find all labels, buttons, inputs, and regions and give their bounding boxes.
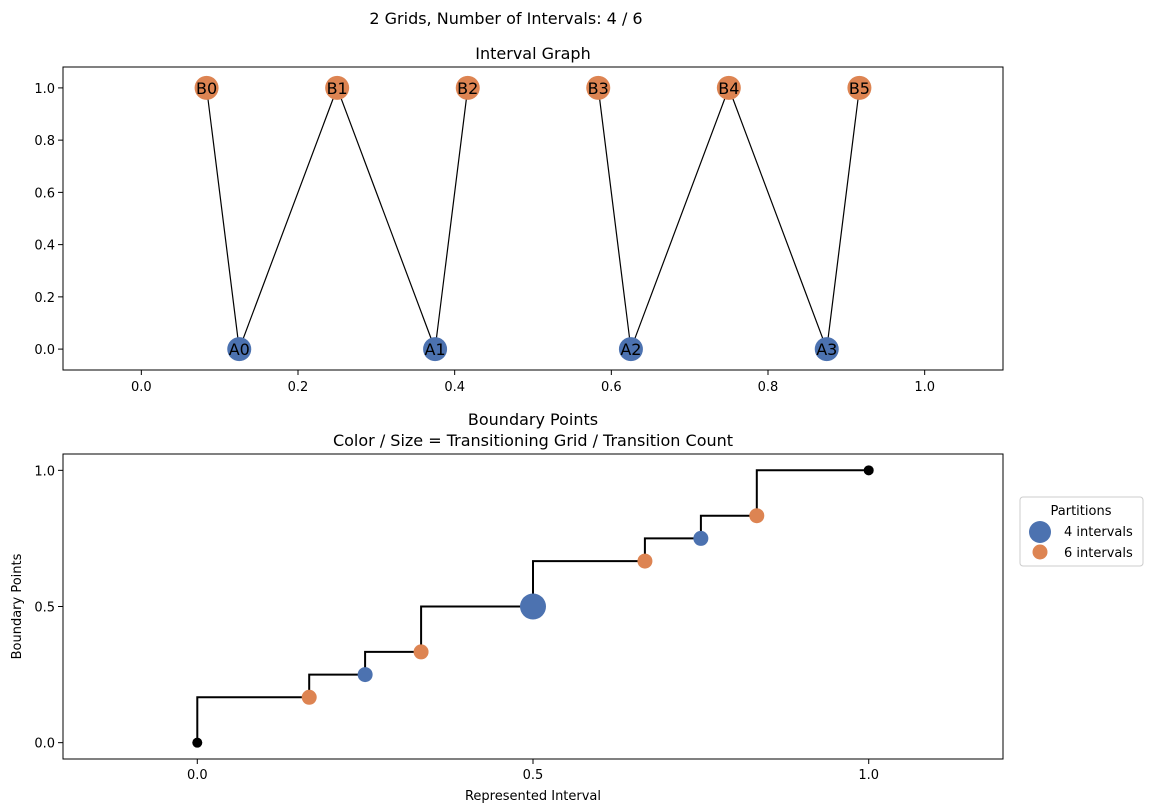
x-tick-label: 1.0	[858, 768, 879, 783]
graph-edge-A3-B5	[826, 87, 861, 350]
figure-suptitle: 2 Grids, Number of Intervals: 4 / 6	[369, 9, 642, 28]
y-tick-label: 0.6	[34, 186, 55, 201]
graph-node-A1	[423, 337, 448, 362]
boundary-point	[693, 530, 709, 546]
graph-node-label-B0: B0	[196, 79, 217, 98]
graph-node-label-A2: A2	[620, 340, 641, 359]
interval-graph-title: Interval Graph	[475, 44, 590, 63]
y-axis-title: Boundary Points	[10, 553, 25, 659]
y-tick-label: 0.5	[34, 601, 55, 616]
x-tick-label: 0.8	[758, 380, 779, 395]
x-tick-label: 0.5	[523, 768, 544, 783]
boundary-point	[520, 593, 546, 620]
graph-edge-A0-B1	[238, 87, 338, 350]
graph-edge-A2-B4	[630, 87, 730, 350]
y-tick-label: 0.0	[34, 343, 55, 358]
y-tick-label: 1.0	[34, 464, 55, 479]
graph-node-label-B4: B4	[718, 79, 739, 98]
legend-marker	[1032, 544, 1048, 560]
graph-node-label-A3: A3	[816, 340, 837, 359]
x-tick-label: 0.4	[444, 380, 465, 395]
graph-node-B1	[325, 75, 350, 100]
boundary-point	[749, 508, 765, 524]
y-tick-label: 0.0	[34, 737, 55, 752]
y-tick-label: 0.8	[34, 134, 55, 149]
boundary-points-subtitle: Color / Size = Transitioning Grid / Tran…	[333, 431, 733, 450]
x-tick-label: 1.0	[914, 380, 935, 395]
graph-edge-B4-A3	[728, 87, 828, 350]
y-tick-label: 0.2	[34, 291, 55, 306]
graph-node-label-A1: A1	[425, 340, 446, 359]
boundary-point	[357, 667, 373, 683]
graph-node-A3	[814, 337, 839, 362]
interval-graph-frame	[62, 66, 1004, 371]
graph-node-B2	[455, 75, 480, 100]
boundary-points-panel: Boundary Points Color / Size = Transition…	[10, 410, 1144, 804]
x-axis-title: Represented Interval	[465, 789, 601, 804]
graph-node-label-B3: B3	[588, 79, 609, 98]
graph-edge-B0-A0	[205, 87, 240, 350]
graph-edge-A1-B2	[434, 87, 469, 350]
graph-node-label-B5: B5	[849, 79, 870, 98]
x-tick-label: 0.0	[187, 768, 208, 783]
boundary-point	[192, 737, 203, 748]
legend: Partitions 4 intervals 6 intervals	[1019, 496, 1144, 567]
x-tick-label: 0.2	[288, 380, 309, 395]
graph-node-label-B1: B1	[327, 79, 348, 98]
graph-edge-B1-A1	[336, 87, 436, 350]
legend-label: 4 intervals	[1064, 525, 1133, 540]
graph-node-B3	[586, 75, 611, 100]
y-tick-label: 1.0	[34, 82, 55, 97]
x-tick-label: 0.6	[601, 380, 622, 395]
interval-graph-panel: Interval Graph A0 A1 A2 A3 B0 B1 B2 B3 B4 B5 0.0 0.2…	[34, 44, 1004, 395]
graph-node-label-B2: B2	[457, 79, 478, 98]
boundary-point	[301, 689, 317, 705]
graph-node-label-A0: A0	[229, 340, 250, 359]
legend-box	[1019, 496, 1144, 567]
legend-marker	[1029, 521, 1051, 543]
graph-node-A0	[227, 337, 252, 362]
graph-node-B0	[194, 75, 219, 100]
legend-label: 6 intervals	[1064, 546, 1133, 561]
x-tick-label: 0.0	[131, 380, 152, 395]
boundary-point	[413, 644, 429, 660]
boundary-points-title: Boundary Points	[468, 410, 598, 429]
legend-title: Partitions	[1051, 504, 1112, 519]
boundary-point	[637, 553, 653, 569]
graph-node-B4	[716, 75, 741, 100]
graph-node-A2	[618, 337, 643, 362]
graph-node-B5	[847, 75, 872, 100]
y-tick-label: 0.4	[34, 239, 55, 254]
boundary-point	[863, 465, 874, 476]
graph-edge-B3-A2	[597, 87, 632, 350]
